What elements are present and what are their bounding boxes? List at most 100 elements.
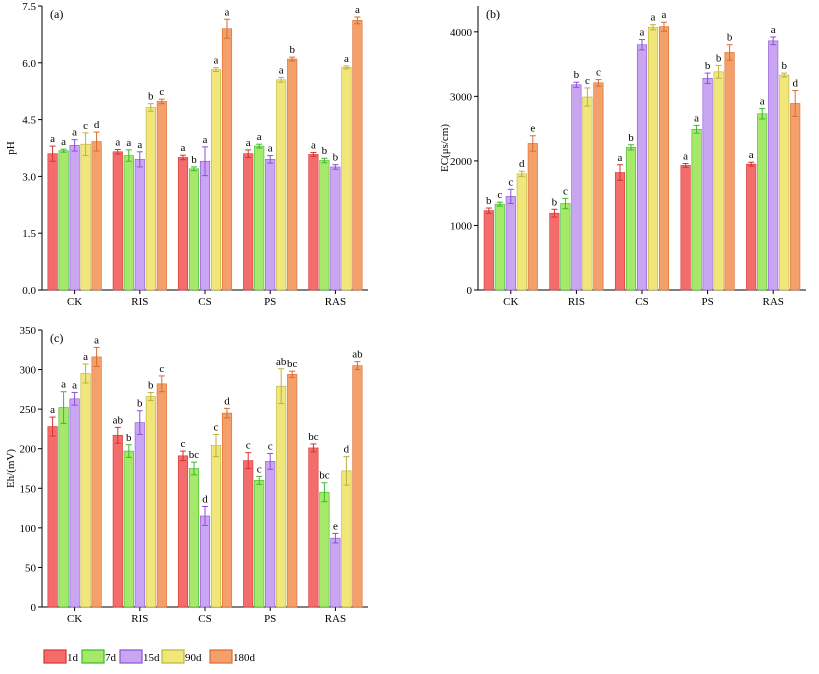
x-tick-label: RAS (325, 613, 346, 625)
bar (483, 210, 494, 291)
significance-label: c (585, 75, 590, 87)
significance-label: c (83, 120, 88, 132)
significance-label: b (333, 152, 339, 164)
significance-label: b (137, 398, 143, 410)
legend-swatch (161, 649, 185, 664)
bar (210, 445, 222, 608)
significance-label: d (94, 119, 100, 131)
bar (330, 166, 341, 291)
significance-label: b (705, 60, 711, 72)
bar (134, 422, 145, 608)
bar (319, 160, 330, 291)
x-tick-label: PS (264, 296, 276, 308)
significance-label: b (191, 154, 197, 166)
bar (265, 461, 276, 608)
legend-swatch (209, 649, 233, 664)
legend-label: 180d (233, 652, 256, 664)
bar (625, 147, 637, 291)
significance-label: ab (276, 356, 287, 368)
panel-label: (c) (50, 331, 63, 345)
x-tick-label: CK (503, 296, 518, 308)
significance-label: a (83, 351, 88, 363)
significance-label: c (246, 440, 251, 452)
legend-label: 1d (67, 652, 79, 664)
bar (145, 107, 156, 291)
bar (527, 143, 538, 291)
x-tick-label: RAS (762, 296, 783, 308)
significance-label: bc (189, 449, 200, 461)
bar (58, 150, 69, 291)
significance-label: a (246, 137, 251, 149)
bar (341, 470, 352, 608)
y-tick-label: 1000 (450, 220, 473, 232)
significance-label: a (94, 334, 99, 346)
bar (757, 113, 768, 291)
significance-label: a (50, 133, 55, 145)
bar (210, 69, 222, 291)
bar (516, 173, 527, 291)
x-tick-label: PS (701, 296, 713, 308)
bar (647, 26, 659, 291)
bar (319, 491, 330, 608)
significance-label: a (115, 137, 120, 149)
legend-swatch (81, 649, 105, 664)
bar (80, 143, 91, 291)
legend-label: 15d (143, 652, 160, 664)
y-tick-label: 0 (31, 602, 37, 614)
bar (243, 153, 254, 291)
x-tick-label: CS (198, 613, 211, 625)
x-tick-label: CS (635, 296, 648, 308)
significance-label: d (224, 395, 230, 407)
significance-label: a (311, 140, 316, 152)
y-tick-label: 3.0 (22, 171, 36, 183)
significance-label: a (355, 4, 360, 16)
significance-label: bc (287, 358, 298, 370)
significance-label: a (760, 96, 765, 108)
bar (308, 154, 319, 291)
bar (69, 398, 80, 608)
legend-item-7d: 7d (81, 649, 117, 664)
bar (713, 71, 724, 291)
panel-label: (a) (50, 7, 63, 21)
y-axis-title: pH (5, 141, 17, 155)
bar (276, 385, 287, 608)
significance-label: c (257, 463, 262, 475)
significance-label: b (289, 44, 295, 56)
bar (69, 145, 80, 291)
bar (199, 515, 211, 608)
bar (680, 165, 691, 291)
significance-label: c (181, 438, 186, 450)
x-tick-label: CK (67, 296, 82, 308)
significance-label: ab (352, 349, 363, 361)
significance-label: a (257, 131, 262, 143)
bar (505, 196, 516, 291)
significance-label: b (552, 196, 558, 208)
bar (177, 455, 189, 608)
significance-label: a (683, 150, 688, 162)
bar (156, 383, 167, 608)
bar (560, 203, 571, 291)
significance-label: a (662, 9, 667, 21)
bar (199, 160, 211, 291)
significance-label: b (628, 132, 634, 144)
bar (91, 356, 102, 608)
significance-label: a (137, 139, 142, 151)
significance-label: b (716, 52, 722, 64)
significance-label: a (203, 134, 208, 146)
significance-label: a (279, 65, 284, 77)
significance-label: c (214, 421, 219, 433)
bar (636, 44, 648, 291)
significance-label: a (61, 136, 66, 148)
bar (330, 537, 341, 608)
significance-label: b (148, 380, 154, 392)
bar (134, 159, 145, 291)
y-tick-label: 50 (25, 562, 37, 574)
bar (47, 426, 58, 608)
significance-label: b (727, 32, 733, 44)
y-tick-label: 3000 (450, 91, 473, 103)
bar (287, 58, 298, 291)
bar (702, 77, 713, 291)
significance-label: c (159, 363, 164, 375)
